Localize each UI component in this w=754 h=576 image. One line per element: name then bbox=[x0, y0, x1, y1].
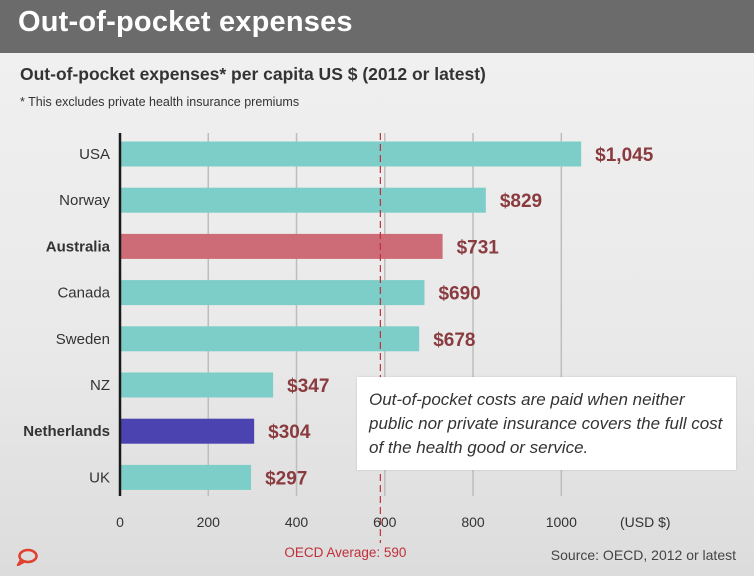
category-label: Netherlands bbox=[23, 423, 110, 440]
category-label: Australia bbox=[46, 238, 111, 255]
x-unit-label: (USD $) bbox=[620, 514, 671, 530]
x-tick-label: 0 bbox=[116, 514, 124, 530]
category-label: Sweden bbox=[56, 331, 110, 348]
bar-nz bbox=[120, 372, 274, 398]
source-note: Source: OECD, 2012 or latest bbox=[550, 547, 736, 563]
value-label: $678 bbox=[433, 330, 475, 351]
speech-bubble-logo-icon bbox=[16, 548, 38, 566]
bar-netherlands bbox=[120, 418, 255, 444]
bar-sweden bbox=[120, 326, 420, 352]
x-tick-label: 200 bbox=[197, 514, 221, 530]
value-label: $1,045 bbox=[595, 145, 654, 166]
category-label: NZ bbox=[90, 377, 110, 394]
bar-australia bbox=[120, 233, 443, 259]
annotation-text: Out-of-pocket costs are paid when neithe… bbox=[369, 390, 723, 457]
value-label: $297 bbox=[265, 468, 307, 489]
value-label: $347 bbox=[287, 376, 329, 397]
reference-line-label: OECD Average: 590 bbox=[284, 545, 406, 560]
x-tick-label: 1000 bbox=[546, 514, 577, 530]
header-bar: Out-of-pocket expenses bbox=[0, 0, 754, 53]
chart-title: Out-of-pocket expenses* per capita US $ … bbox=[20, 64, 486, 84]
value-label: $829 bbox=[500, 191, 542, 212]
bar-norway bbox=[120, 187, 486, 213]
x-tick-label: 600 bbox=[373, 514, 397, 530]
x-tick-label: 800 bbox=[461, 514, 485, 530]
category-label: Canada bbox=[57, 285, 110, 302]
annotation-box: Out-of-pocket costs are paid when neithe… bbox=[357, 377, 736, 470]
x-tick-label: 400 bbox=[285, 514, 309, 530]
page-title: Out-of-pocket expenses bbox=[18, 6, 353, 38]
value-label: $690 bbox=[438, 284, 480, 305]
chart-subtitle: * This excludes private health insurance… bbox=[20, 95, 300, 109]
value-label: $731 bbox=[457, 237, 500, 258]
category-label: Norway bbox=[59, 192, 110, 209]
category-label: USA bbox=[79, 146, 110, 163]
bar-usa bbox=[120, 141, 582, 167]
value-label: $304 bbox=[268, 422, 311, 443]
category-label: UK bbox=[89, 469, 110, 486]
bar-canada bbox=[120, 280, 425, 306]
bar-uk bbox=[120, 464, 252, 490]
